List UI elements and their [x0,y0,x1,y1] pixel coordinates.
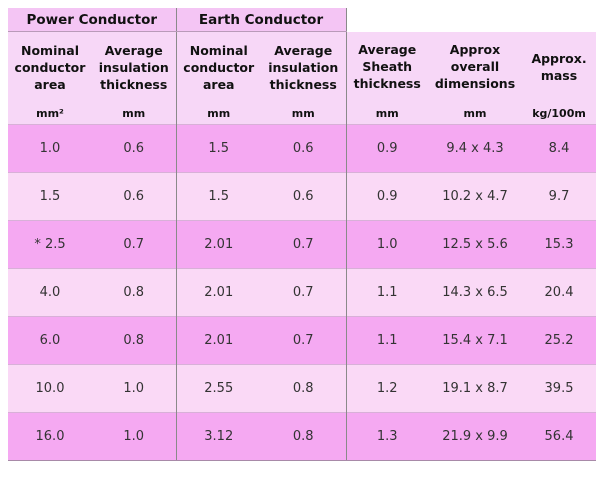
table-row: 10.0 1.0 2.55 0.8 1.2 19.1 x 8.7 39.5 [8,364,596,413]
table-row: 4.0 0.8 2.01 0.7 1.1 14.3 x 6.5 20.4 [8,268,596,317]
table-cell: 19.1 x 8.7 [428,364,522,413]
earth-insulation-header: Average insulation thickness [261,31,346,102]
table-cell: 0.6 [92,172,176,221]
power-conductor-group-header: Power Conductor [8,8,176,32]
table-cell: 0.9 [345,124,428,173]
table-cell: 0.6 [92,124,176,173]
table-row: * 2.5 0.7 2.01 0.7 1.0 12.5 x 5.6 15.3 [8,220,596,269]
table-cell: 1.5 [8,172,92,221]
table-row: 16.0 1.0 3.12 0.8 1.3 21.9 x 9.9 56.4 [8,412,596,461]
table-cell: 10.2 x 4.7 [428,172,522,221]
table-cell: 9.4 x 4.3 [428,124,522,173]
unit-row: mm² mm mm mm mm mm kg/100m [8,102,596,125]
table-cell: 16.0 [8,412,92,461]
table-cell: 1.0 [8,124,92,173]
table-row: 1.5 0.6 1.5 0.6 0.9 10.2 x 4.7 9.7 [8,172,596,221]
table-cell: 0.8 [92,268,176,317]
table-cell: 1.3 [345,412,428,461]
unit-cell: mm [92,102,176,125]
table-cell: 0.7 [261,268,346,317]
table-cell: 0.8 [261,364,346,413]
cable-spec-table: Power Conductor Earth Conductor Nominal … [8,8,596,461]
table-cell: 1.1 [345,316,428,365]
table-cell: * 2.5 [8,220,92,269]
blank-group-header [345,8,596,32]
table-cell: 0.6 [261,124,346,173]
table-cell: 2.01 [175,220,261,269]
table-cell: 1.0 [92,364,176,413]
sheath-thickness-header: Average Sheath thickness [345,31,428,102]
table-cell: 25.2 [522,316,596,365]
table-cell: 39.5 [522,364,596,413]
table-cell: 56.4 [522,412,596,461]
unit-cell: mm [261,102,346,125]
table-cell: 1.5 [175,124,261,173]
table-cell: 0.7 [261,220,346,269]
table-cell: 6.0 [8,316,92,365]
table-cell: 0.9 [345,172,428,221]
table-cell: 1.5 [175,172,261,221]
table-cell: 3.12 [175,412,261,461]
table-cell: 8.4 [522,124,596,173]
table-cell: 0.7 [92,220,176,269]
overall-dimensions-header: Approx overall dimensions [428,31,522,102]
table-cell: 21.9 x 9.9 [428,412,522,461]
table-cell: 20.4 [522,268,596,317]
table-cell: 1.1 [345,268,428,317]
unit-cell: kg/100m [522,102,596,125]
table-cell: 4.0 [8,268,92,317]
table-cell: 12.5 x 5.6 [428,220,522,269]
table-row: 1.0 0.6 1.5 0.6 0.9 9.4 x 4.3 8.4 [8,124,596,173]
table-cell: 1.0 [345,220,428,269]
table-cell: 1.2 [345,364,428,413]
table-cell: 2.01 [175,268,261,317]
unit-cell: mm² [8,102,92,125]
table-cell: 2.01 [175,316,261,365]
table-cell: 0.6 [261,172,346,221]
unit-cell: mm [175,102,261,125]
power-area-header: Nominal conductor area [8,31,92,102]
table-cell: 15.4 x 7.1 [428,316,522,365]
table-cell: 0.7 [261,316,346,365]
earth-conductor-group-header: Earth Conductor [175,8,346,32]
group-header-row: Power Conductor Earth Conductor [8,8,596,32]
table-cell: 0.8 [92,316,176,365]
table-row: 6.0 0.8 2.01 0.7 1.1 15.4 x 7.1 25.2 [8,316,596,365]
unit-cell: mm [345,102,428,125]
table-cell: 14.3 x 6.5 [428,268,522,317]
column-header-row: Nominal conductor area Average insulatio… [8,31,596,102]
table-cell: 0.8 [261,412,346,461]
mass-header: Approx. mass [522,31,596,102]
table-cell: 1.0 [92,412,176,461]
table-cell: 10.0 [8,364,92,413]
earth-area-header: Nominal conductor area [175,31,261,102]
power-insulation-header: Average insulation thickness [92,31,176,102]
table-cell: 2.55 [175,364,261,413]
table-cell: 15.3 [522,220,596,269]
unit-cell: mm [428,102,522,125]
table-cell: 9.7 [522,172,596,221]
